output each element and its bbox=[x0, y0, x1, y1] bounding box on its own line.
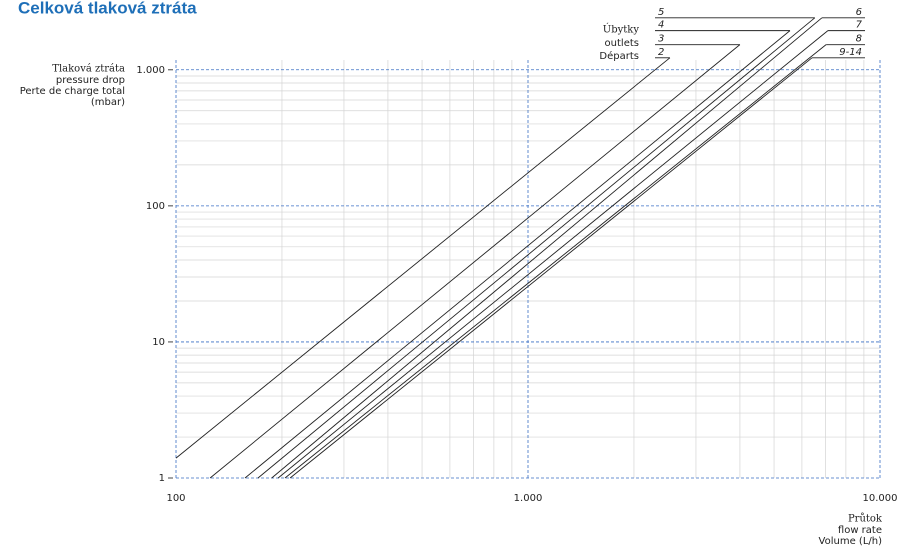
legend-label: 2 bbox=[658, 47, 664, 58]
legend-title: Départs bbox=[599, 50, 639, 62]
legend-title: Úbytky bbox=[603, 24, 640, 36]
legend-label: 3 bbox=[658, 34, 664, 45]
y-axis-title: pressure drop bbox=[56, 75, 125, 86]
legend-label: 4 bbox=[658, 20, 664, 31]
x-tick-label: 1.000 bbox=[514, 493, 543, 504]
legend-label: 8 bbox=[856, 34, 862, 45]
x-axis-title: Průtok bbox=[848, 513, 883, 525]
legend-title: outlets bbox=[605, 38, 639, 49]
y-tick-label: 1.000 bbox=[136, 65, 165, 76]
legend-label: 5 bbox=[658, 7, 664, 18]
legend-label: 9-14 bbox=[839, 47, 862, 58]
x-tick-label: 10.000 bbox=[863, 493, 898, 504]
x-axis-title: flow rate bbox=[838, 525, 882, 536]
y-tick-label: 1 bbox=[159, 473, 165, 484]
y-axis-title: (mbar) bbox=[91, 97, 125, 108]
x-tick-label: 100 bbox=[166, 493, 185, 504]
data-line bbox=[209, 44, 741, 479]
data-line bbox=[271, 17, 823, 479]
x-axis-title: Volume (L/h) bbox=[819, 536, 883, 546]
y-axis-title: Perte de charge total bbox=[20, 86, 125, 97]
data-line bbox=[277, 30, 829, 479]
data-line bbox=[289, 57, 813, 479]
data-line bbox=[244, 30, 791, 479]
data-line bbox=[257, 17, 816, 479]
y-axis-title: Tlaková ztráta bbox=[52, 64, 125, 75]
legend-label: 6 bbox=[856, 7, 862, 18]
y-tick-label: 100 bbox=[146, 201, 165, 212]
data-line bbox=[284, 44, 827, 479]
data-line bbox=[175, 57, 671, 459]
y-tick-label: 10 bbox=[152, 337, 165, 348]
legend-label: 7 bbox=[856, 20, 863, 31]
chart-title: Celková tlaková ztráta bbox=[18, 0, 197, 17]
